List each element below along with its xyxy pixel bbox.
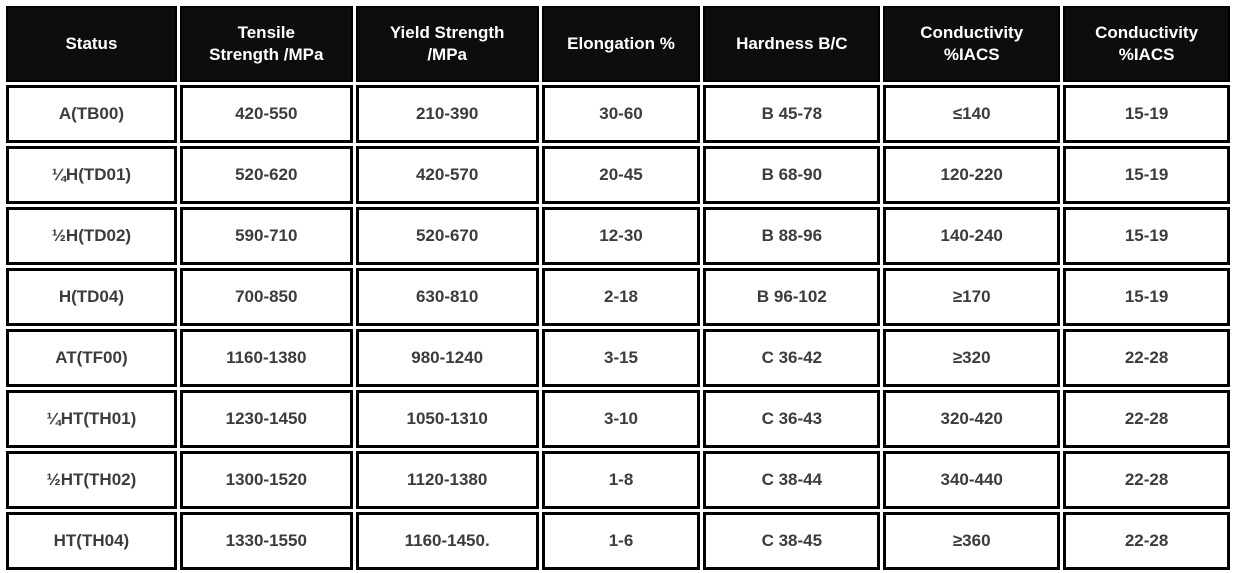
cell-hardness: B 45-78 (703, 85, 881, 143)
table-row: AT(TF00) 1160-1380 980-1240 3-15 C 36-42… (6, 329, 1230, 387)
cell-conductivity: 120-220 (883, 146, 1061, 204)
cell-yield: 210-390 (355, 85, 539, 143)
table-row: ½HT(TH02) 1300-1520 1120-1380 1-8 C 38-4… (6, 451, 1230, 509)
cell-status: ¼HT(TH01) (6, 390, 177, 448)
header-tensile: Tensile Strength /MPa (179, 6, 353, 82)
header-conductivity2: Conductivity %IACS (1063, 6, 1230, 82)
cell-conductivity: 320-420 (883, 390, 1061, 448)
cell-yield: 630-810 (355, 268, 539, 326)
cell-status: ½H(TD02) (6, 207, 177, 265)
header-status: Status (6, 6, 177, 82)
cell-yield: 420-570 (355, 146, 539, 204)
cell-hardness: C 36-43 (703, 390, 881, 448)
cell-tensile: 520-620 (179, 146, 353, 204)
cell-conductivity2: 22-28 (1063, 390, 1230, 448)
cell-elongation: 3-10 (541, 390, 701, 448)
cell-conductivity2: 15-19 (1063, 207, 1230, 265)
cell-hardness: C 36-42 (703, 329, 881, 387)
header-row: Status Tensile Strength /MPa Yield Stren… (6, 6, 1230, 82)
cell-conductivity: ≥170 (883, 268, 1061, 326)
cell-conductivity2: 22-28 (1063, 329, 1230, 387)
cell-status: A(TB00) (6, 85, 177, 143)
cell-status: HT(TH04) (6, 512, 177, 570)
cell-status: H(TD04) (6, 268, 177, 326)
table-row: ¼H(TD01) 520-620 420-570 20-45 B 68-90 1… (6, 146, 1230, 204)
cell-conductivity2: 15-19 (1063, 146, 1230, 204)
cell-conductivity: 340-440 (883, 451, 1061, 509)
cell-tensile: 1300-1520 (179, 451, 353, 509)
cell-yield: 1160-1450. (355, 512, 539, 570)
cell-status: ½HT(TH02) (6, 451, 177, 509)
cell-conductivity: ≤140 (883, 85, 1061, 143)
table-row: A(TB00) 420-550 210-390 30-60 B 45-78 ≤1… (6, 85, 1230, 143)
cell-tensile: 1330-1550 (179, 512, 353, 570)
cell-conductivity: ≥360 (883, 512, 1061, 570)
cell-hardness: B 88-96 (703, 207, 881, 265)
cell-hardness: C 38-45 (703, 512, 881, 570)
cell-status: AT(TF00) (6, 329, 177, 387)
header-conductivity: Conductivity %IACS (883, 6, 1061, 82)
cell-yield: 520-670 (355, 207, 539, 265)
cell-tensile: 1160-1380 (179, 329, 353, 387)
cell-conductivity2: 15-19 (1063, 85, 1230, 143)
table-row: H(TD04) 700-850 630-810 2-18 B 96-102 ≥1… (6, 268, 1230, 326)
cell-yield: 1120-1380 (355, 451, 539, 509)
cell-tensile: 590-710 (179, 207, 353, 265)
cell-conductivity2: 22-28 (1063, 451, 1230, 509)
table-row: HT(TH04) 1330-1550 1160-1450. 1-6 C 38-4… (6, 512, 1230, 570)
page: Status Tensile Strength /MPa Yield Stren… (6, 6, 1230, 570)
cell-status: ¼H(TD01) (6, 146, 177, 204)
cell-hardness: C 38-44 (703, 451, 881, 509)
cell-elongation: 12-30 (541, 207, 701, 265)
cell-tensile: 1230-1450 (179, 390, 353, 448)
header-elongation: Elongation % (541, 6, 701, 82)
header-hardness: Hardness B/C (703, 6, 881, 82)
cell-hardness: B 96-102 (703, 268, 881, 326)
header-yield: Yield Strength /MPa (355, 6, 539, 82)
cell-tensile: 700-850 (179, 268, 353, 326)
table-row: ¼HT(TH01) 1230-1450 1050-1310 3-10 C 36-… (6, 390, 1230, 448)
cell-elongation: 1-8 (541, 451, 701, 509)
cell-elongation: 1-6 (541, 512, 701, 570)
cell-yield: 980-1240 (355, 329, 539, 387)
table-row: ½H(TD02) 590-710 520-670 12-30 B 88-96 1… (6, 207, 1230, 265)
cell-elongation: 20-45 (541, 146, 701, 204)
cell-yield: 1050-1310 (355, 390, 539, 448)
cell-conductivity: ≥320 (883, 329, 1061, 387)
cell-elongation: 3-15 (541, 329, 701, 387)
cell-conductivity: 140-240 (883, 207, 1061, 265)
material-properties-table: Status Tensile Strength /MPa Yield Stren… (3, 3, 1233, 573)
cell-elongation: 30-60 (541, 85, 701, 143)
cell-tensile: 420-550 (179, 85, 353, 143)
cell-conductivity2: 22-28 (1063, 512, 1230, 570)
cell-elongation: 2-18 (541, 268, 701, 326)
cell-conductivity2: 15-19 (1063, 268, 1230, 326)
cell-hardness: B 68-90 (703, 146, 881, 204)
